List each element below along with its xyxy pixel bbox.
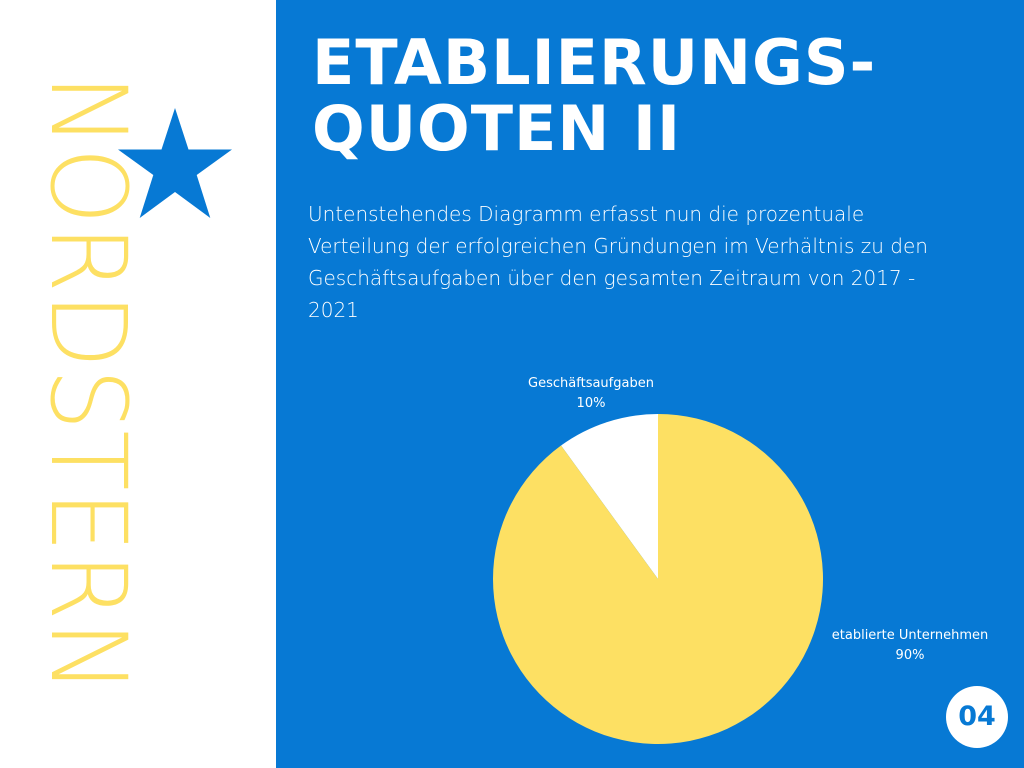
slice-label: etablierte Unternehmen [832,628,988,643]
brand-wordmark: NORDSTERN [27,74,149,694]
sidebar: NORDSTERN [0,0,276,768]
title-line-1: ETABLIERUNGS- [312,26,877,99]
star-shape [118,108,232,218]
slice-value-label: 10% [577,396,606,411]
page-title: ETABLIERUNGS- QUOTEN II [312,26,877,166]
slice-value-label: 90% [896,648,925,663]
slice-label: Geschäftsaufgaben [528,376,654,391]
pie-chart: Geschäftsaufgaben 10% etablierte Unternehm… [493,376,988,744]
pie-slice [561,414,658,579]
brand-text: NORDSTERN [27,74,149,694]
description-text: Untenstehendes Diagramm erfasst nun die … [308,202,928,322]
star-icon [118,108,232,218]
pie-slice [493,414,824,744]
page-number-badge: 04 [946,686,1008,748]
main-panel: ETABLIERUNGS- QUOTEN II Untenstehendes D… [276,0,1024,768]
title-line-2: QUOTEN II [312,92,682,166]
